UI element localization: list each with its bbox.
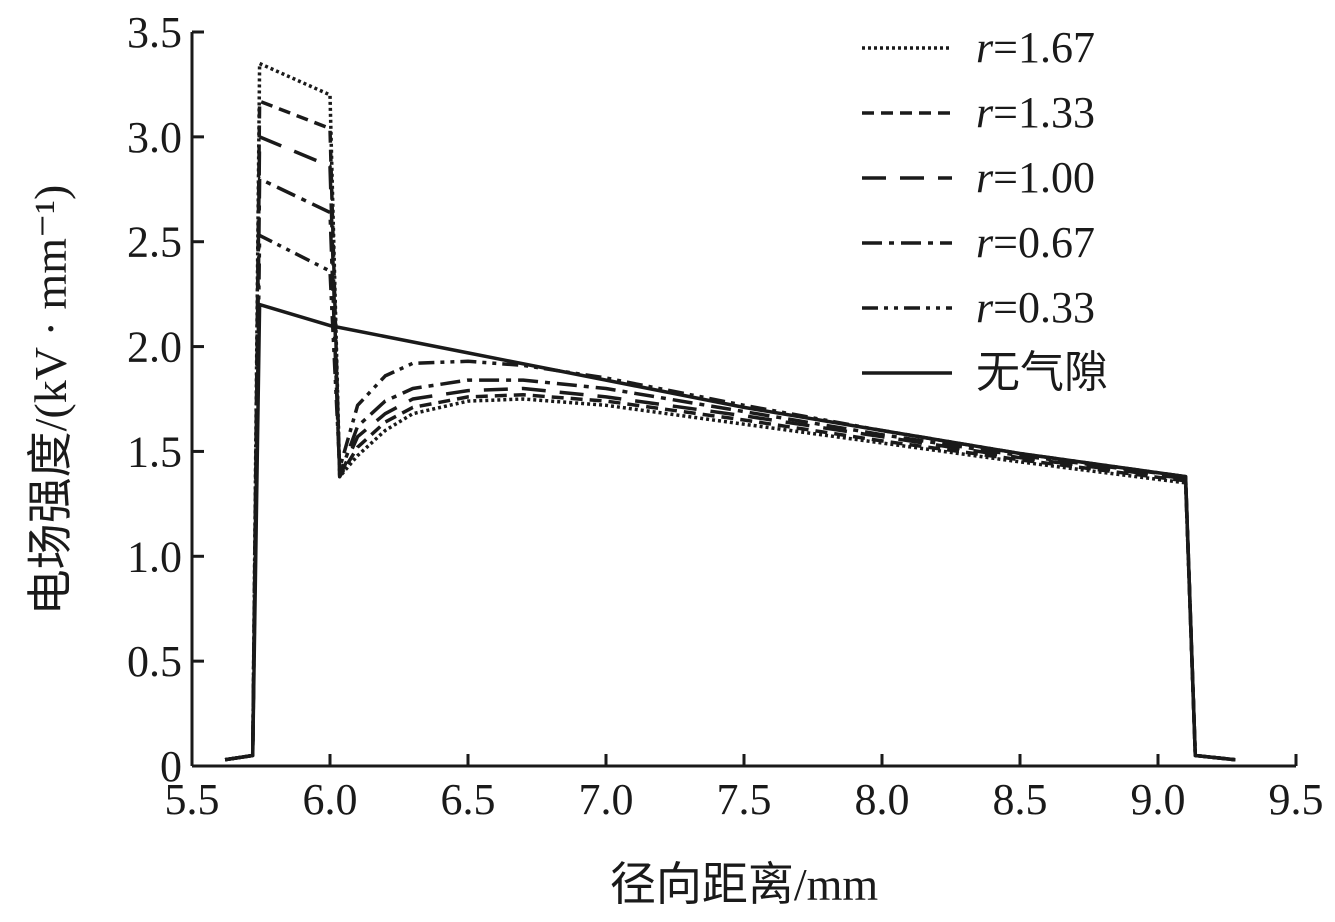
legend-item: r=1.67 (862, 23, 1095, 72)
x-tick-label: 9.5 (1269, 775, 1324, 824)
x-tick-label: 6.5 (441, 775, 496, 824)
plot-lines (224, 61, 1236, 762)
legend-value: =1.33 (993, 88, 1095, 137)
legend-label: 无气隙 (976, 348, 1108, 397)
series-line-5 (224, 302, 1236, 762)
y-tick-label: 0 (160, 742, 182, 791)
x-axis-title: 径向距离/mm (610, 859, 879, 910)
legend-value: =1.67 (993, 23, 1095, 72)
x-tick-label: 5.5 (165, 775, 220, 824)
x-tick-label: 6.0 (303, 775, 358, 824)
legend-value: =0.33 (993, 283, 1095, 332)
legend-label: r=0.33 (976, 283, 1095, 332)
x-tick-label: 8.5 (993, 775, 1048, 824)
y-ticks: 0 0.5 1.0 1.5 2.0 2.5 3.0 3.5 (127, 8, 204, 791)
y-axis-title-group: 电场强度/(kV · mm⁻¹) (25, 185, 76, 616)
series-line-0 (224, 61, 1236, 762)
y-axis-title: 电场强度/(kV · mm⁻¹) (25, 185, 76, 616)
legend-var: r (976, 23, 994, 72)
x-tick-label: 7.0 (579, 775, 634, 824)
legend-item: r=1.33 (862, 88, 1095, 137)
y-tick-label: 1.0 (127, 532, 182, 581)
legend-label: r=0.67 (976, 218, 1095, 267)
legend-var: r (976, 88, 994, 137)
y-tick-label: 0.5 (127, 637, 182, 686)
y-tick-label: 1.5 (127, 427, 182, 476)
y-tick-label: 2.5 (127, 218, 182, 267)
axes (190, 32, 1296, 768)
legend-value: =0.67 (993, 218, 1095, 267)
legend-label: r=1.67 (976, 23, 1095, 72)
legend-var: r (976, 283, 994, 332)
legend-var: r (976, 218, 994, 267)
series-line-2 (224, 135, 1236, 762)
x-tick-label: 8.0 (855, 775, 910, 824)
legend-item: 无气隙 (862, 348, 1108, 397)
x-tick-label: 9.0 (1131, 775, 1186, 824)
legend-item: r=1.00 (862, 153, 1095, 202)
y-tick-label: 3.0 (127, 113, 182, 162)
series-line-1 (224, 99, 1236, 762)
x-ticks: 5.5 6.0 6.5 7.0 7.5 8.0 8.5 9.0 9.5 (165, 754, 1324, 824)
legend-item: r=0.33 (862, 283, 1095, 332)
y-tick-label: 3.5 (127, 8, 182, 57)
y-tick-label: 2.0 (127, 323, 182, 372)
legend-var: r (976, 153, 994, 202)
x-tick-label: 7.5 (717, 775, 772, 824)
legend-item: r=0.67 (862, 218, 1095, 267)
legend-label: r=1.33 (976, 88, 1095, 137)
legend-value: =1.00 (993, 153, 1095, 202)
legend-label: r=1.00 (976, 153, 1095, 202)
